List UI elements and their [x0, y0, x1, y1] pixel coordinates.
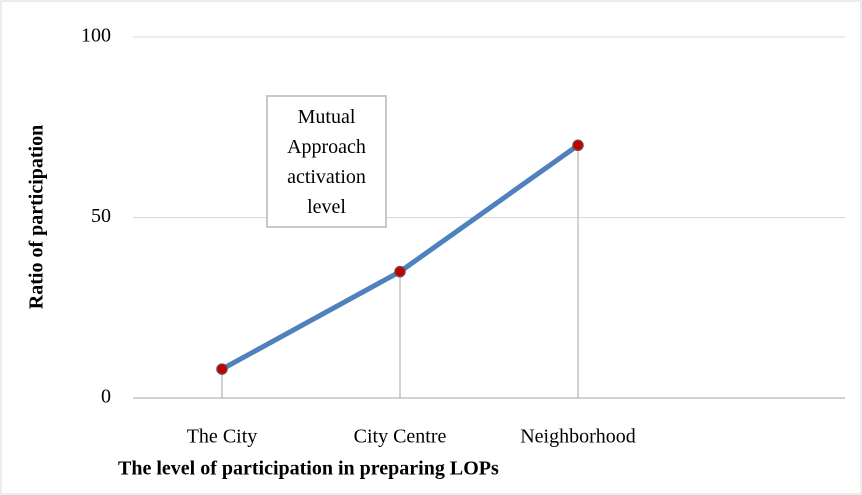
x-tick-label: City Centre [354, 426, 447, 448]
data-point [572, 139, 584, 152]
y-tick-label: 50 [91, 205, 111, 227]
data-point [394, 265, 406, 278]
y-tick-label: 0 [101, 386, 111, 408]
x-tick-label: The City [187, 426, 258, 448]
data-point [216, 363, 228, 375]
y-tick-label: 100 [81, 25, 111, 47]
x-tick-label: Neighborhood [520, 426, 636, 448]
legend-entry: Mutual Approach activation level [287, 105, 366, 218]
x-axis-title: The level of participation in preparing … [118, 458, 499, 480]
y-axis-title: Ratio of participation [26, 125, 48, 309]
legend: Mutual Approach activation level [266, 95, 387, 228]
